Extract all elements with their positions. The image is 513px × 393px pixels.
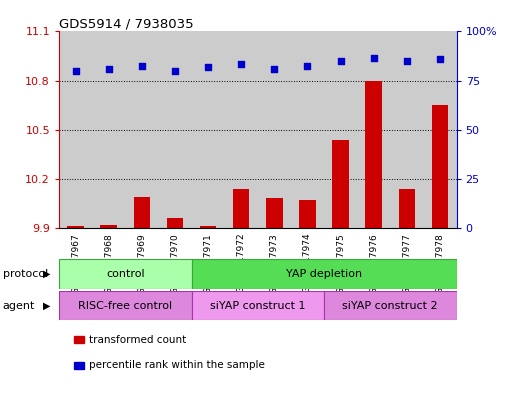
Point — [436, 56, 444, 62]
Bar — [225, 31, 258, 228]
Bar — [67, 226, 84, 228]
Text: control: control — [106, 269, 145, 279]
Point — [403, 58, 411, 64]
Text: percentile rank within the sample: percentile rank within the sample — [89, 360, 265, 371]
Point — [171, 68, 179, 74]
Bar — [332, 140, 349, 228]
Bar — [324, 31, 357, 228]
Bar — [390, 31, 423, 228]
Bar — [258, 31, 291, 228]
Text: siYAP construct 1: siYAP construct 1 — [210, 301, 306, 310]
Bar — [365, 81, 382, 228]
Bar — [399, 189, 415, 228]
Text: ▶: ▶ — [43, 301, 50, 310]
Bar — [291, 31, 324, 228]
Text: GDS5914 / 7938035: GDS5914 / 7938035 — [59, 17, 193, 30]
Bar — [423, 31, 457, 228]
Point — [137, 63, 146, 69]
Point — [105, 66, 113, 72]
Bar — [357, 31, 390, 228]
Bar — [432, 105, 448, 228]
Bar — [167, 218, 183, 228]
Bar — [92, 31, 125, 228]
Bar — [159, 31, 191, 228]
Text: ▶: ▶ — [43, 269, 50, 279]
Bar — [59, 291, 191, 320]
Bar — [59, 31, 92, 228]
Bar — [101, 225, 117, 228]
Text: protocol: protocol — [3, 269, 48, 279]
Point — [370, 55, 378, 61]
Bar — [191, 291, 324, 320]
Point — [303, 63, 311, 69]
Bar — [299, 200, 316, 228]
Point — [237, 61, 245, 67]
Text: RISC-free control: RISC-free control — [78, 301, 172, 310]
Bar — [266, 198, 283, 228]
Bar — [191, 31, 225, 228]
Bar — [200, 226, 216, 228]
Bar — [191, 259, 457, 289]
Point — [71, 68, 80, 74]
Point — [270, 66, 279, 72]
Bar — [125, 31, 159, 228]
Text: transformed count: transformed count — [89, 335, 186, 345]
Text: agent: agent — [3, 301, 35, 310]
Bar — [233, 189, 249, 228]
Text: YAP depletion: YAP depletion — [286, 269, 362, 279]
Bar — [133, 197, 150, 228]
Text: siYAP construct 2: siYAP construct 2 — [343, 301, 438, 310]
Bar — [59, 259, 191, 289]
Bar — [324, 291, 457, 320]
Point — [204, 64, 212, 71]
Point — [337, 58, 345, 64]
